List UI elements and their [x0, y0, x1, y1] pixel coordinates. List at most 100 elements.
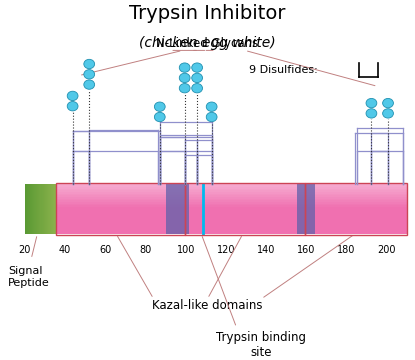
- Circle shape: [206, 102, 217, 111]
- Bar: [41, 184, 42, 234]
- Bar: [48, 184, 49, 234]
- Circle shape: [192, 63, 203, 72]
- Text: 9 Disulfides:: 9 Disulfides:: [249, 65, 318, 75]
- Bar: [34, 184, 35, 234]
- Text: Trypsin Inhibitor: Trypsin Inhibitor: [129, 4, 286, 23]
- Bar: [45, 184, 46, 234]
- Bar: [56, 185, 407, 187]
- Circle shape: [84, 69, 95, 79]
- Text: 200: 200: [377, 245, 396, 255]
- Bar: [56, 221, 407, 222]
- Text: 140: 140: [257, 245, 275, 255]
- Bar: [56, 207, 407, 209]
- Text: 180: 180: [337, 245, 356, 255]
- Bar: [56, 219, 407, 221]
- Bar: [166, 184, 189, 234]
- Circle shape: [154, 102, 165, 111]
- Bar: [43, 184, 44, 234]
- Bar: [56, 190, 407, 192]
- Circle shape: [383, 109, 393, 118]
- Bar: [56, 192, 407, 194]
- Bar: [51, 184, 52, 234]
- Circle shape: [366, 109, 377, 118]
- Circle shape: [154, 112, 165, 122]
- Circle shape: [206, 112, 217, 122]
- Text: 60: 60: [99, 245, 111, 255]
- Circle shape: [366, 98, 377, 108]
- Bar: [56, 216, 407, 217]
- Bar: [56, 195, 407, 197]
- Bar: [56, 209, 407, 211]
- Circle shape: [67, 102, 78, 111]
- Bar: [54, 184, 55, 234]
- Text: Signal
Peptide: Signal Peptide: [8, 266, 50, 288]
- Text: 160: 160: [297, 245, 315, 255]
- Bar: [50, 184, 51, 234]
- Circle shape: [192, 84, 203, 93]
- Text: (chicken egg white): (chicken egg white): [139, 36, 276, 50]
- Circle shape: [67, 91, 78, 100]
- Text: 40: 40: [59, 245, 71, 255]
- Bar: [185, 183, 305, 235]
- Circle shape: [192, 73, 203, 82]
- Bar: [32, 184, 33, 234]
- Circle shape: [179, 63, 190, 72]
- Bar: [56, 226, 407, 227]
- Bar: [56, 189, 407, 190]
- Bar: [56, 185, 407, 187]
- Bar: [56, 232, 407, 234]
- Bar: [56, 189, 407, 190]
- Circle shape: [179, 84, 190, 93]
- Bar: [44, 184, 45, 234]
- Bar: [56, 184, 407, 185]
- Bar: [46, 184, 48, 234]
- Bar: [56, 187, 407, 189]
- Bar: [56, 204, 407, 206]
- Bar: [56, 206, 407, 207]
- Bar: [56, 212, 407, 214]
- Bar: [33, 184, 34, 234]
- Bar: [56, 195, 407, 197]
- Text: N-Linked Glycans: N-Linked Glycans: [156, 37, 259, 50]
- Bar: [37, 184, 38, 234]
- Circle shape: [383, 98, 393, 108]
- Bar: [56, 202, 407, 204]
- Text: 120: 120: [217, 245, 235, 255]
- Bar: [56, 194, 407, 195]
- Bar: [56, 206, 407, 207]
- Circle shape: [84, 80, 95, 89]
- Bar: [25, 184, 26, 234]
- Bar: [56, 184, 407, 185]
- Bar: [56, 227, 407, 229]
- Bar: [56, 197, 407, 199]
- Bar: [30, 184, 31, 234]
- Bar: [56, 207, 407, 209]
- Bar: [56, 199, 407, 201]
- Bar: [29, 184, 30, 234]
- Text: Kazal-like domains: Kazal-like domains: [152, 299, 263, 312]
- Text: 80: 80: [139, 245, 151, 255]
- Bar: [56, 222, 407, 224]
- Bar: [56, 201, 407, 202]
- Bar: [39, 184, 41, 234]
- Bar: [26, 184, 27, 234]
- Bar: [56, 211, 407, 212]
- Bar: [56, 204, 407, 206]
- Bar: [56, 197, 407, 199]
- Bar: [56, 194, 407, 195]
- Text: 100: 100: [176, 245, 195, 255]
- Text: Trypsin binding
site: Trypsin binding site: [217, 331, 306, 359]
- Bar: [56, 201, 407, 202]
- Bar: [42, 184, 43, 234]
- Bar: [56, 202, 407, 204]
- Bar: [27, 184, 28, 234]
- Bar: [31, 184, 32, 234]
- Bar: [28, 184, 29, 234]
- Bar: [56, 214, 407, 216]
- Bar: [56, 192, 407, 194]
- Bar: [56, 183, 185, 235]
- Bar: [55, 184, 56, 234]
- Bar: [305, 183, 407, 235]
- Bar: [56, 187, 407, 189]
- Bar: [56, 231, 407, 232]
